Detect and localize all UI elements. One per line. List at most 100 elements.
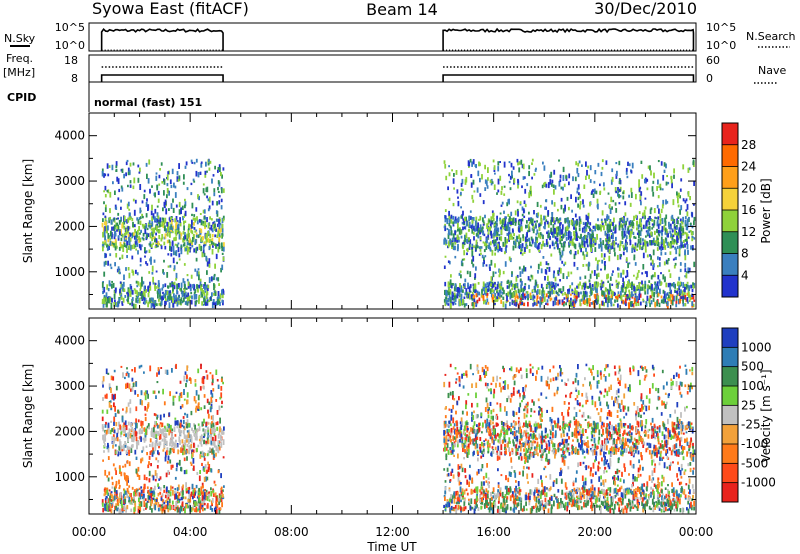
- range-gate-cell: [186, 450, 189, 454]
- range-gate-cell: [177, 228, 180, 234]
- range-gate-cell: [514, 210, 517, 216]
- range-gate-cell: [148, 159, 151, 165]
- range-gate-cell: [684, 239, 687, 242]
- range-gate-cell: [693, 261, 696, 268]
- range-gate-cell: [155, 232, 157, 236]
- range-gate-cell: [170, 296, 173, 300]
- range-gate-cell: [128, 495, 131, 501]
- range-gate-cell: [514, 239, 517, 245]
- range-gate-cell: [526, 231, 528, 238]
- range-gate-cell: [201, 499, 203, 504]
- range-gate-cell: [468, 246, 471, 250]
- range-gate-cell: [174, 488, 177, 491]
- range-gate-cell: [660, 245, 663, 252]
- range-gate-cell: [686, 244, 689, 250]
- range-gate-cell: [171, 486, 174, 489]
- range-gate-cell: [156, 212, 159, 218]
- nave-tick-top: 60: [706, 54, 720, 67]
- range-gate-cell: [104, 499, 107, 504]
- range-gate-cell: [639, 245, 641, 250]
- range-gate-cell: [116, 301, 119, 308]
- range-gate-cell: [191, 295, 193, 300]
- range-gate-cell: [611, 168, 614, 173]
- range-gate-cell: [180, 290, 183, 295]
- range-gate-cell: [553, 202, 556, 207]
- range-gate-cell: [664, 252, 667, 255]
- range-gate-cell: [580, 291, 582, 295]
- range-gate-cell: [656, 300, 658, 307]
- range-gate-cell: [445, 239, 448, 244]
- range-gate-cell: [508, 281, 511, 287]
- range-gate-cell: [532, 225, 535, 231]
- range-gate-cell: [200, 407, 203, 411]
- range-gate-cell: [568, 288, 571, 293]
- range-gate-cell: [123, 446, 125, 452]
- range-gate-cell: [137, 164, 140, 168]
- range-gate-cell: [672, 295, 675, 302]
- range-gate-cell: [137, 177, 140, 183]
- range-gate-cell: [188, 246, 191, 252]
- range-gate-cell: [180, 249, 183, 255]
- range-gate-cell: [135, 269, 137, 274]
- range-gate-cell: [658, 246, 661, 250]
- range-gate-cell: [189, 497, 192, 503]
- range-gate-cell: [506, 295, 508, 302]
- range-gate-cell: [663, 169, 666, 173]
- range-gate-cell: [601, 210, 604, 216]
- range-gate-cell: [136, 488, 139, 491]
- range-gate-cell: [180, 246, 183, 252]
- range-gate-cell: [658, 302, 661, 307]
- range-gate-cell: [163, 425, 166, 430]
- range-gate-cell: [186, 187, 189, 191]
- range-gate-cell: [470, 182, 473, 188]
- range-gate-cell: [682, 216, 684, 223]
- range-gate-cell: [191, 507, 194, 511]
- range-gate-cell: [205, 161, 207, 167]
- range-gate-cell: [204, 464, 207, 469]
- range-gate-cell: [686, 281, 689, 284]
- range-gate-cell: [586, 235, 589, 238]
- range-gate-cell: [684, 275, 687, 278]
- range-gate-cell: [639, 231, 642, 237]
- range-gate-cell: [458, 239, 460, 243]
- range-gate-cell: [113, 294, 116, 300]
- range-gate-cell: [509, 234, 511, 240]
- range-gate-cell: [216, 426, 219, 431]
- range-gate-cell: [544, 269, 547, 274]
- range-gate-cell: [460, 170, 463, 176]
- range-gate-cell: [169, 226, 172, 230]
- range-gate-cell: [218, 236, 221, 243]
- range-gate-cell: [178, 231, 181, 235]
- range-gate-cell: [673, 174, 675, 179]
- range-gate-cell: [572, 218, 574, 221]
- range-gate-cell: [443, 160, 446, 164]
- range-gate-cell: [472, 286, 475, 292]
- range-gate-cell: [499, 287, 502, 290]
- range-gate-cell: [667, 282, 670, 288]
- range-gate-cell: [599, 190, 602, 194]
- range-gate-cell: [630, 187, 633, 193]
- range-gate-cell: [115, 503, 118, 508]
- range-gate-cell: [652, 240, 654, 243]
- range-gate-cell: [670, 245, 673, 249]
- range-gate-cell: [491, 297, 494, 300]
- range-gate-cell: [620, 272, 622, 278]
- range-gate-cell: [583, 184, 586, 189]
- range-gate-cell: [552, 228, 555, 233]
- range-gate-cell: [173, 297, 176, 301]
- range-gate-cell: [639, 237, 642, 244]
- range-gate-cell: [109, 297, 112, 302]
- range-gate-cell: [538, 226, 541, 232]
- range-gate-cell: [480, 252, 482, 255]
- range-gate-cell: [119, 271, 121, 275]
- range-gate-cell: [675, 300, 678, 304]
- range-gate-cell: [459, 289, 462, 293]
- range-gate-cell: [623, 246, 626, 250]
- range-gate-cell: [640, 227, 643, 232]
- range-gate-cell: [215, 501, 218, 507]
- range-gate-cell: [677, 197, 679, 204]
- range-gate-cell: [146, 198, 148, 202]
- range-gate-cell: [469, 239, 472, 245]
- range-gate-cell: [595, 294, 598, 299]
- range-gate-cell: [174, 417, 177, 420]
